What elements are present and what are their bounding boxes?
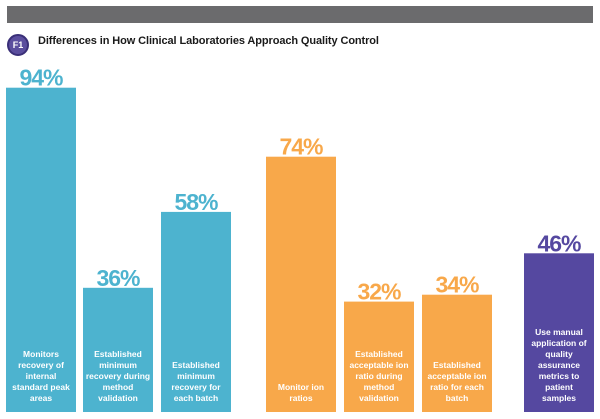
figure-title: Differences in How Clinical Laboratories… bbox=[38, 35, 379, 47]
bar-7 bbox=[524, 253, 594, 412]
bar-value-label-1: 94% bbox=[19, 65, 63, 91]
bar-value-label-6: 34% bbox=[435, 272, 479, 298]
bar-value-label-5: 32% bbox=[357, 279, 401, 305]
bar-3 bbox=[161, 211, 231, 412]
bar-value-label-2: 36% bbox=[96, 265, 140, 291]
bar-value-label-3: 58% bbox=[174, 189, 218, 215]
header-bar bbox=[7, 6, 593, 23]
figure-badge: F1 bbox=[7, 34, 29, 56]
bar-value-label-4: 74% bbox=[279, 134, 323, 160]
bar-1 bbox=[6, 87, 76, 412]
bar-5 bbox=[344, 301, 414, 412]
bar-value-label-7: 46% bbox=[537, 230, 581, 256]
bar-2 bbox=[83, 287, 153, 412]
bar-6 bbox=[422, 294, 492, 412]
bar-4 bbox=[266, 156, 336, 412]
